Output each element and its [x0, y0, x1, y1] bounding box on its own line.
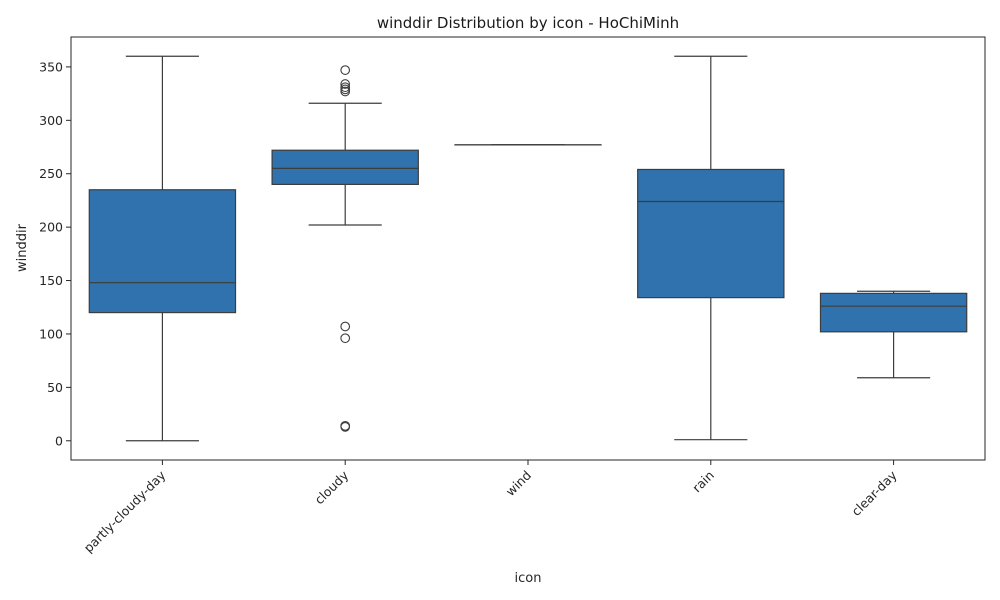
outlier-point [340, 65, 351, 75]
box-group-clear-day [819, 290, 968, 379]
y-axis-title: winddir [15, 223, 30, 272]
x-tick-label: wind [503, 468, 535, 500]
y-tick-label: 100 [39, 326, 63, 341]
x-tick-label: partly-cloudy-day [81, 467, 169, 555]
x-axis-title: icon [515, 571, 542, 586]
y-tick-label: 250 [39, 166, 63, 181]
y-tick-label: 50 [47, 380, 63, 395]
y-tick-label: 0 [55, 433, 63, 448]
box-group-cloudy [271, 65, 419, 432]
x-tick-label: clear-day [848, 467, 900, 519]
box [819, 292, 968, 333]
box [637, 168, 785, 299]
outlier-point [340, 82, 351, 93]
y-tick-label: 150 [39, 273, 63, 288]
outlier-point [340, 333, 351, 344]
y-tick-label: 350 [39, 59, 63, 74]
outlier-point [340, 321, 351, 332]
y-axis: 0 50 100 150 200 250 300 350 [39, 59, 71, 448]
box [271, 149, 419, 186]
x-tick-label: rain [689, 468, 717, 496]
chart-title: winddir Distribution by icon - HoChiMinh [377, 14, 679, 32]
x-tick-label: cloudy [312, 467, 352, 507]
box-group-rain [637, 55, 785, 441]
y-tick-label: 200 [39, 220, 63, 235]
boxes-layer [88, 55, 968, 442]
outlier-point [340, 420, 351, 431]
box-group-partly-cloudy-day [88, 55, 237, 442]
y-tick-label: 300 [39, 113, 63, 128]
x-axis: partly-cloudy-day cloudy wind rain clear-day [81, 460, 900, 555]
outlier-point [340, 79, 351, 89]
box [88, 189, 237, 314]
